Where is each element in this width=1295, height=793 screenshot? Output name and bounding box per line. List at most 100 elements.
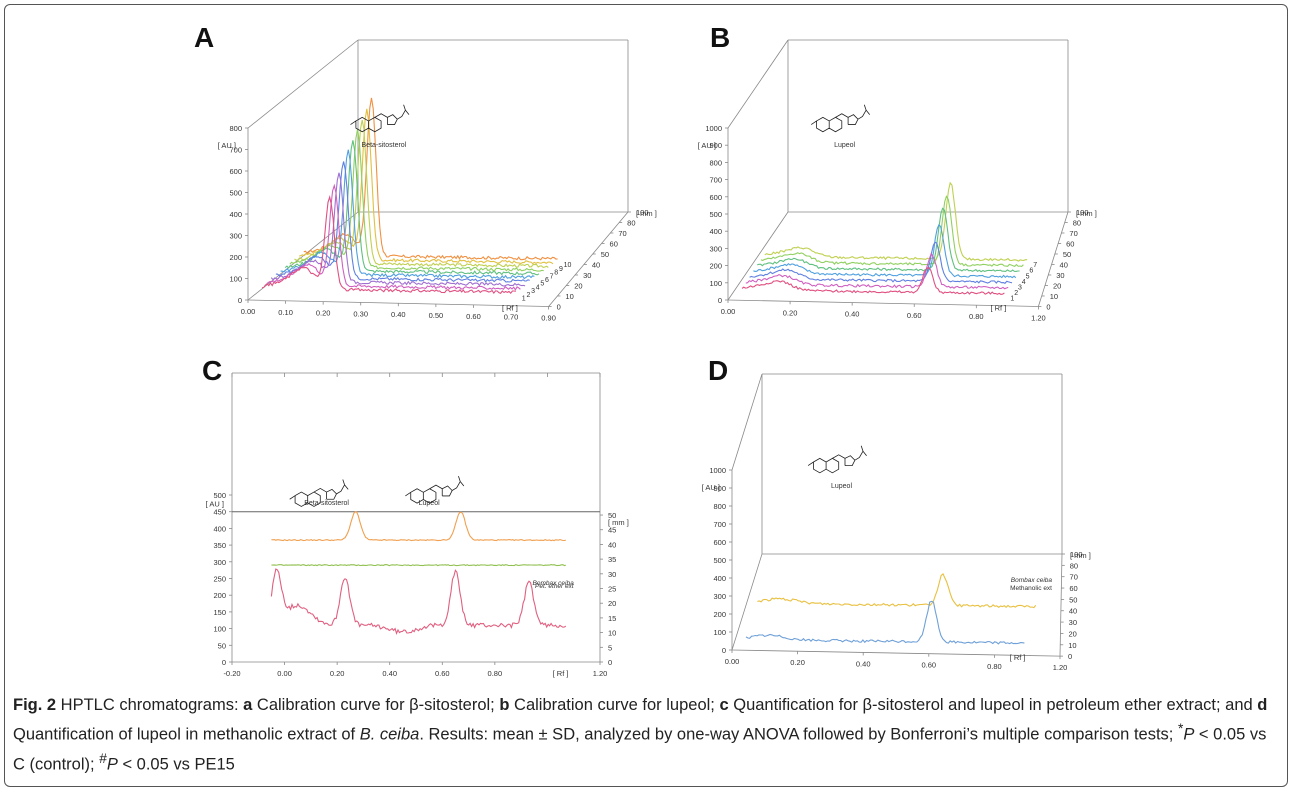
panel-c-series-line (271, 511, 566, 542)
panel-b-series-label: 5 (1026, 273, 1030, 280)
panel-c-x-tick-label: 0.60 (435, 669, 450, 678)
panel-d-z-tick-label: 100 (1070, 550, 1083, 559)
panel-c-y-tick-label: 200 (213, 591, 226, 600)
panel-c-compound-label-2: Lupeol (419, 500, 440, 507)
panel-b-depth-left-axis (727, 211, 789, 301)
panel-c-z-tick-label: 35 (608, 555, 616, 564)
panel-c-y-tick-label: 0 (222, 658, 226, 667)
panel-d-x-tick-label: 0.60 (921, 661, 936, 670)
panel-d-x-tick-label: 1.20 (1053, 663, 1068, 672)
panel-c-x-tick-label: 0.40 (382, 669, 397, 678)
panel-b-x-axis (727, 299, 1039, 307)
panel-b-series-line (741, 267, 1005, 295)
panel-b-series-label: 2 (1014, 290, 1018, 297)
panel-b-series-label: 1 (1010, 296, 1014, 303)
panel-a-series-label: 5 (540, 281, 544, 288)
panel-d-y-tick-label: 700 (713, 520, 726, 529)
panel-b-y-tick-label: 500 (709, 210, 722, 219)
panel-a-series-label: 3 (531, 288, 535, 295)
panel-b-compound-label: Lupeol (834, 142, 855, 149)
panel-a-x-tick-label: 0.70 (504, 313, 519, 322)
panel-b-z-tick-label: 30 (1056, 271, 1064, 280)
panel-c-y-tick-label: 300 (213, 558, 226, 567)
panel-d-z-tick-label: 0 (1068, 652, 1072, 661)
figure-frame (4, 4, 1288, 787)
panel-d-y-tick-label: 1000 (709, 466, 726, 475)
panel-c-y-tick-label: 100 (213, 625, 226, 634)
panel-d-z-tick-label: 20 (1068, 629, 1076, 638)
caption-species: B. ceiba (359, 725, 420, 744)
panel-d-y-tick-label: 200 (713, 610, 726, 619)
panel-b-x-unit: [ Rf ] (990, 303, 1006, 312)
panel-a-y-tick-label: 600 (229, 167, 242, 176)
panel-d-y-tick-label: 400 (713, 574, 726, 583)
panel-c-x-tick-label: 0.20 (330, 669, 345, 678)
panel-d-y-tick-label: 300 (713, 592, 726, 601)
caption-hash: # (99, 750, 107, 766)
panel-d-y-tick-label: 500 (713, 556, 726, 565)
panel-b-z-tick-label: 20 (1053, 281, 1061, 290)
panel-b-depth-top-axis (727, 39, 789, 129)
panel-label-c: C (202, 355, 223, 386)
panel-d-x-tick-label: 0.20 (790, 658, 805, 667)
panel-a-y-tick-label: 100 (229, 275, 242, 284)
panel-c-y-tick-label: 250 (213, 575, 226, 584)
panel-c-sample-label-1: Bombax ceiba (533, 580, 575, 587)
caption-text-c: Quantification for β-sitosterol and lupe… (728, 696, 1258, 714)
caption-p2: P (106, 755, 118, 773)
panel-b-y-tick-label: 400 (709, 227, 722, 236)
panel-b-x-tick-label: 0.80 (969, 312, 984, 321)
panel-a-x-tick-label: 0.40 (391, 310, 406, 319)
panel-b-y-tick-label: 0 (718, 296, 722, 305)
panel-a-series-line (289, 129, 544, 272)
panel-c-z-tick-label: 0 (608, 658, 612, 667)
caption-c: c (719, 696, 729, 714)
panel-a-y-tick-label: 400 (229, 210, 242, 219)
panel-a-x-tick-label: 0.20 (316, 309, 331, 318)
panel-c-z-tick-label: 10 (608, 629, 616, 638)
panel-b-y-unit: [ AU ] (698, 141, 716, 150)
panel-d-z-tick-label: 40 (1069, 607, 1077, 616)
panel-a-series-line (299, 108, 554, 265)
panel-a-z-unit: [ mm ] (636, 209, 657, 218)
panel-a-series-label: 8 (554, 270, 558, 277)
panel-b-depth-right-axis (1038, 211, 1069, 307)
panel-c-y-tick-label: 50 (218, 641, 226, 650)
panel-a-x-tick-label: 0.10 (278, 308, 293, 317)
panel-c-structure-icon-1 (289, 479, 349, 507)
caption-text-d: Quantification of lupeol in methanolic e… (13, 725, 360, 744)
panel-d-y-tick-label: 600 (713, 538, 726, 547)
panel-b-y-tick-label: 900 (709, 141, 722, 150)
figure-caption: Fig. 2 HPTLC chromatograms: a Calibratio… (13, 693, 1281, 776)
panel-b-z-tick-label: 0 (1046, 302, 1050, 311)
panel-a-z-tick-label: 20 (574, 281, 582, 290)
panel-d-compound-label: Lupeol (831, 483, 852, 490)
panel-b-y-tick-label: 600 (709, 193, 722, 202)
panel-b-z-tick-label: 40 (1060, 260, 1068, 269)
panel-d-z-tick-label: 10 (1068, 641, 1076, 650)
panel-a-depth-left-axis (247, 211, 359, 301)
panel-a-z-tick-label: 70 (618, 229, 626, 238)
panel-b-y-tick-label: 1000 (705, 124, 722, 133)
panel-a-x-unit: [ Rf ] (502, 303, 518, 312)
panel-a-z-tick-label: 40 (592, 260, 600, 269)
panel-c-x-tick-label: 0.00 (277, 669, 292, 678)
panel-b-x-tick-label: 0.40 (845, 310, 860, 319)
panel-c-y-tick-label: 450 (213, 508, 226, 517)
panel-label-b: B (710, 22, 731, 53)
panel-d-depth-left-axis (731, 553, 763, 651)
panel-d-x-unit: [ Rf ] (1010, 653, 1026, 662)
panel-a-z-tick-label: 0 (557, 302, 561, 311)
panel-c-z-tick-label: 5 (608, 643, 612, 652)
panel-c-series-line (271, 563, 566, 567)
panel-b-z-tick-label: 50 (1063, 250, 1071, 259)
panel-b-x-tick-label: 0.20 (783, 308, 798, 317)
panel-d-x-tick-label: 0.00 (725, 657, 740, 666)
panel-b-series-line (760, 195, 1024, 268)
caption-text-b: Calibration curve for lupeol; (509, 696, 720, 714)
panel-c-x-tick-label: 1.20 (593, 669, 608, 678)
panel-c-y-tick-label: 350 (213, 541, 226, 550)
panel-a-y-tick-label: 500 (229, 189, 242, 198)
panel-c-z-tick-label: 15 (608, 614, 616, 623)
